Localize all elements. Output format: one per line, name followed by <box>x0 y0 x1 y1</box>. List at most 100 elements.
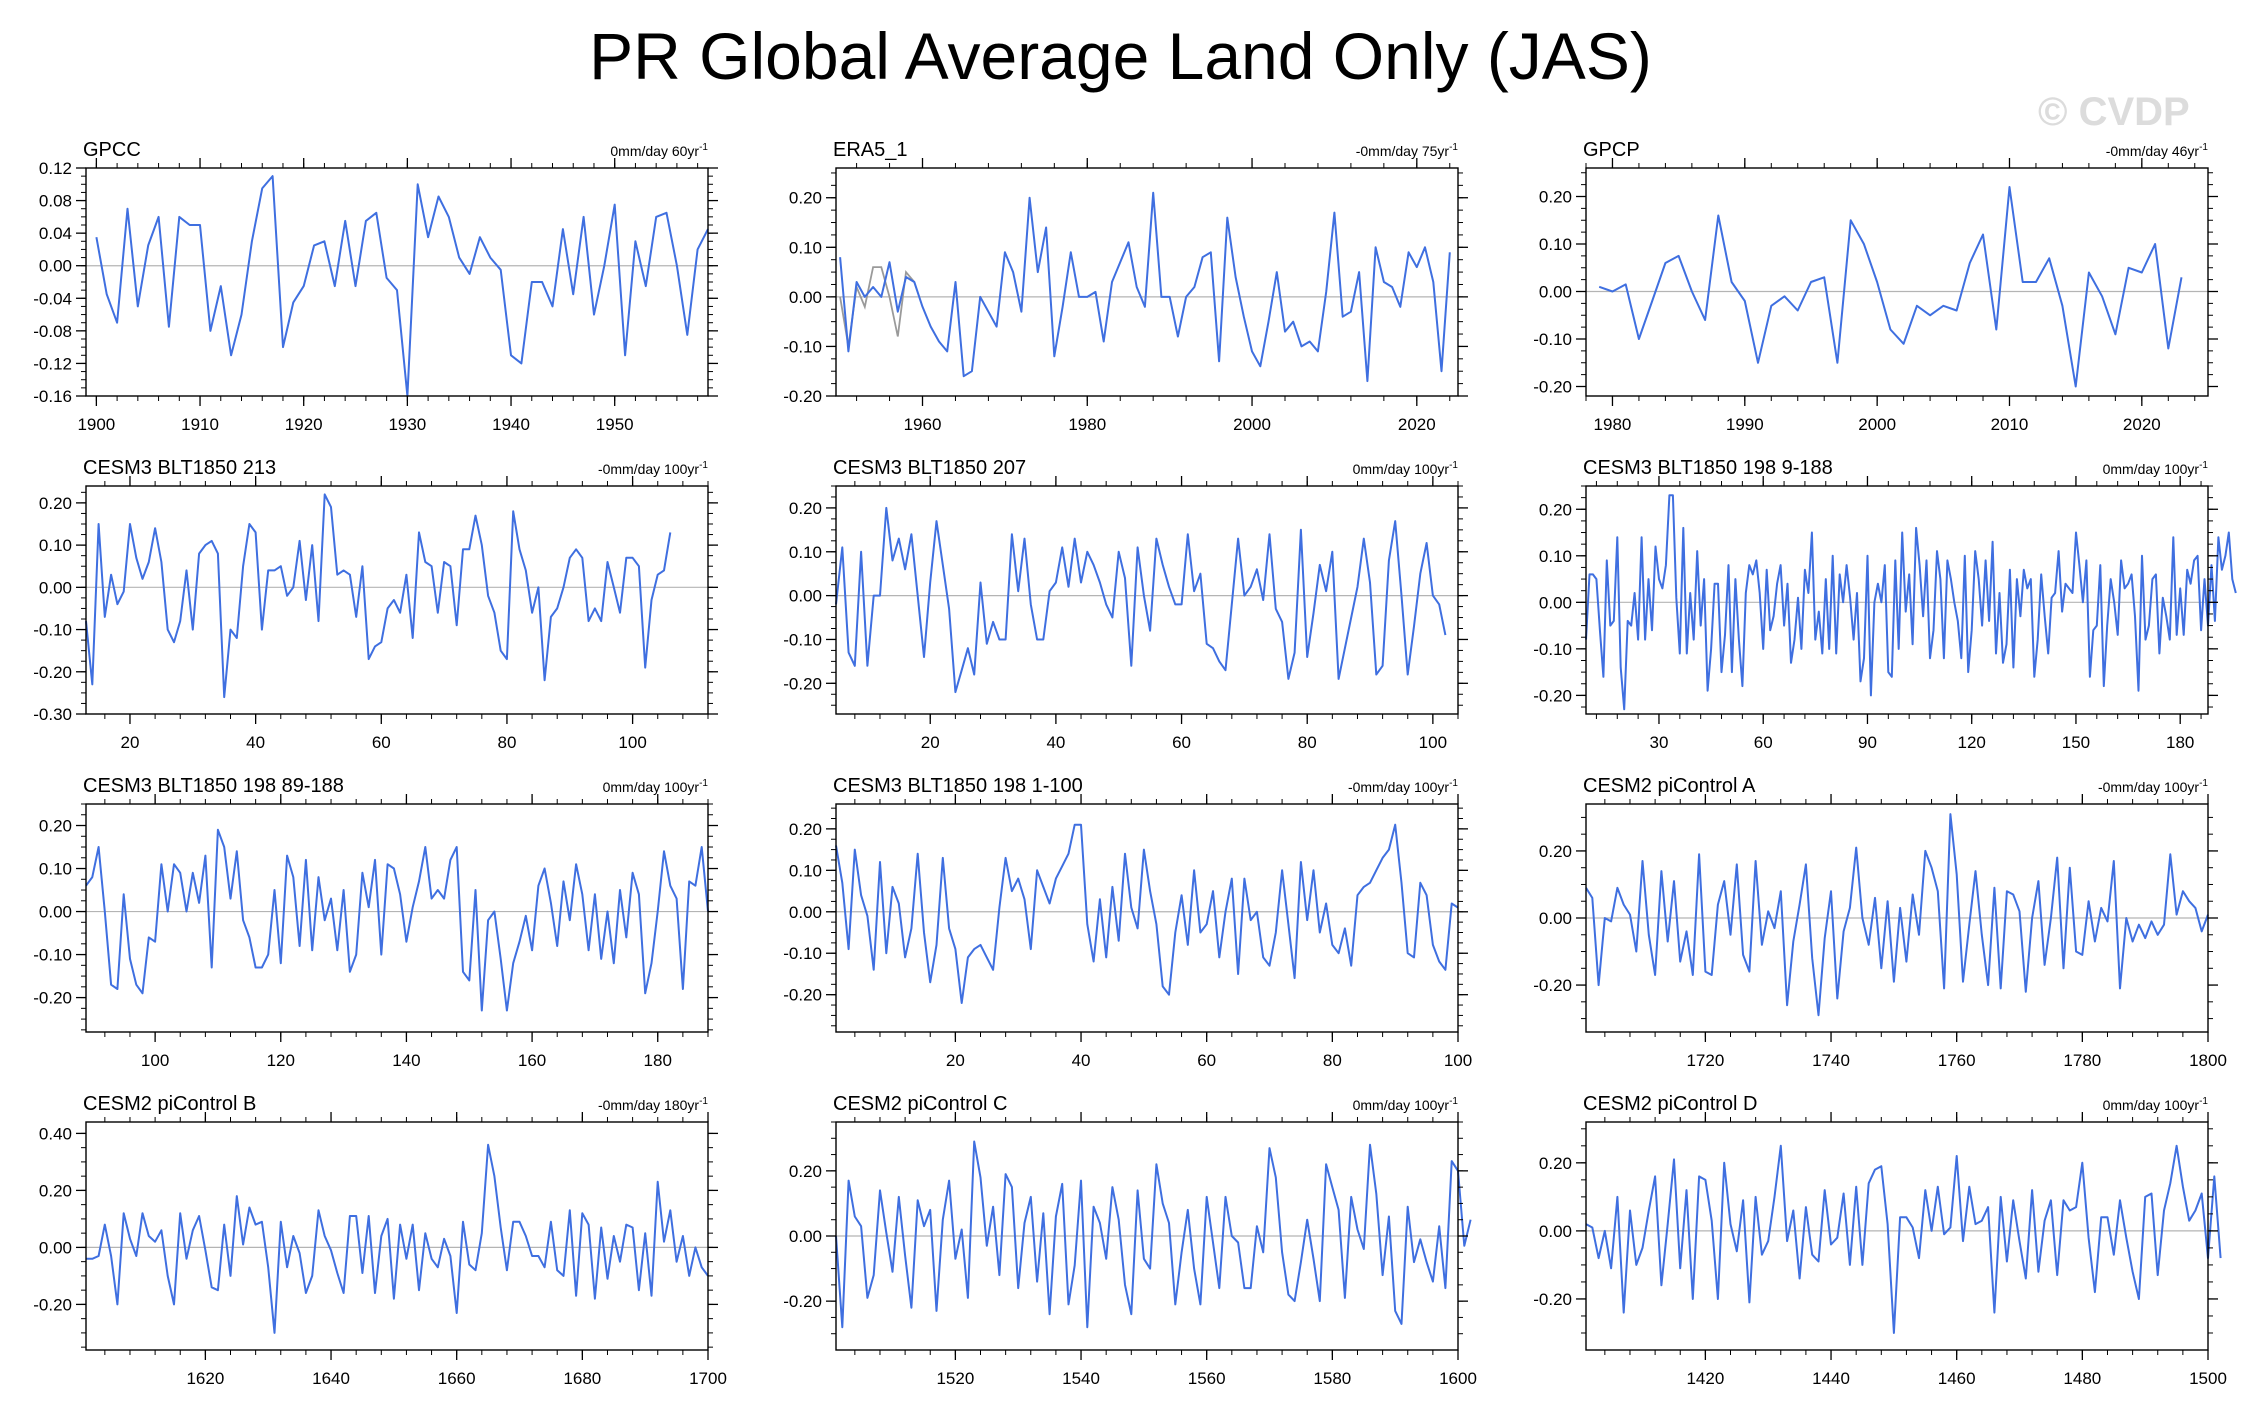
trend-superscript: -1 <box>699 778 708 789</box>
x-tick-label: 2000 <box>1858 415 1896 434</box>
series-line <box>835 823 1459 1004</box>
x-tick-label: 1930 <box>388 415 426 434</box>
trend-text: 0mm/day 100yr <box>2103 1097 2200 1113</box>
y-tick-label: 0.20 <box>1539 500 1572 519</box>
x-tick-label: 1760 <box>1938 1051 1976 1070</box>
y-tick-label: 0.20 <box>1539 842 1572 861</box>
y-tick-label: -0.30 <box>33 705 72 724</box>
panel-title: CESM3 BLT1850 207 <box>833 457 1026 479</box>
trend-label: 0mm/day 100yr-1 <box>603 778 709 795</box>
y-tick-label: -0.20 <box>1533 378 1572 397</box>
panel-7: CESM3 BLT1850 198 1-100 -0mm/day 100yr-1 0… <box>783 775 1472 1070</box>
panel-4: CESM3 BLT1850 207 0mm/day 100yr-1 0.20 0.10… <box>783 457 1468 752</box>
y-tick-label: -0.10 <box>33 621 72 640</box>
trend-text: 0mm/day 100yr <box>2103 461 2200 477</box>
x-tick-label: 1480 <box>2063 1369 2101 1388</box>
y-tick-label: 0.20 <box>1539 1154 1572 1173</box>
y-tick-label: 0.20 <box>789 189 822 208</box>
x-tick-label: 1990 <box>1726 415 1764 434</box>
y-tick-label: -0.10 <box>33 946 72 965</box>
plot-frame <box>835 803 1459 1033</box>
plot-frame <box>85 1121 709 1351</box>
trend-label: -0mm/day 75yr-1 <box>1356 142 1459 159</box>
trend-superscript: -1 <box>699 142 708 153</box>
x-tick-label: 1720 <box>1686 1051 1724 1070</box>
trend-superscript: -1 <box>699 1096 708 1107</box>
trend-label: -0mm/day 100yr-1 <box>598 460 708 477</box>
x-tick-label: 100 <box>618 733 646 752</box>
x-tick-label: 60 <box>372 733 391 752</box>
y-tick-label: 0.10 <box>39 860 72 879</box>
x-tick-label: 100 <box>1419 733 1447 752</box>
x-tick-label: 1460 <box>1938 1369 1976 1388</box>
y-tick-label: -0.12 <box>33 354 72 373</box>
trend-text: -0mm/day 100yr <box>598 461 699 477</box>
y-tick-label: 0.20 <box>789 820 822 839</box>
panel-title: CESM2 piControl B <box>83 1093 256 1115</box>
y-tick-label: -0.16 <box>33 387 72 406</box>
y-tick-label: 0.20 <box>1539 188 1572 207</box>
panel-title: ERA5_1 <box>833 139 908 161</box>
trend-superscript: -1 <box>2199 1096 2208 1107</box>
trend-text: 0mm/day 100yr <box>603 779 700 795</box>
trend-text: 0mm/day 60yr <box>610 143 699 159</box>
trend-label: 0mm/day 100yr-1 <box>1353 460 1459 477</box>
panel-title: GPCP <box>1583 139 1640 161</box>
x-tick-label: 1560 <box>1188 1369 1226 1388</box>
y-tick-label: 0.10 <box>1539 547 1572 566</box>
trend-superscript: -1 <box>1449 778 1458 789</box>
x-tick-label: 120 <box>1958 733 1986 752</box>
y-tick-label: -0.08 <box>33 322 72 341</box>
trend-superscript: -1 <box>1449 1096 1458 1107</box>
y-tick-label: -0.10 <box>783 630 822 649</box>
x-tick-label: 40 <box>246 733 265 752</box>
panel-9: CESM2 piControl B -0mm/day 180yr-1 0.40 0.2… <box>33 1093 727 1388</box>
y-tick-label: -0.20 <box>783 674 822 693</box>
x-tick-label: 30 <box>1650 733 1669 752</box>
plot-frame <box>85 485 709 715</box>
x-tick-label: 1740 <box>1812 1051 1850 1070</box>
x-tick-label: 1420 <box>1686 1369 1724 1388</box>
y-tick-label: -0.20 <box>33 663 72 682</box>
y-tick-label: 0.08 <box>39 192 72 211</box>
trend-text: -0mm/day 100yr <box>2098 779 2199 795</box>
x-tick-label: 2020 <box>2123 415 2161 434</box>
y-tick-label: 0.00 <box>39 1238 72 1257</box>
plot-frame <box>1585 167 2209 397</box>
plot-frame <box>835 485 1459 715</box>
panel-title: CESM3 BLT1850 198 9-188 <box>1583 457 1833 479</box>
y-tick-label: 0.20 <box>39 494 72 513</box>
trend-text: 0mm/day 100yr <box>1353 461 1450 477</box>
panel-2: GPCP -0mm/day 46yr-1 0.20 0.10 0.00 -0.10 -0.2… <box>1533 139 2218 434</box>
x-tick-label: 20 <box>946 1051 965 1070</box>
x-tick-label: 1540 <box>1062 1369 1100 1388</box>
panel-8: CESM2 piControl A -0mm/day 100yr-1 0.20 0.0… <box>1533 775 2227 1070</box>
x-tick-label: 1980 <box>1594 415 1632 434</box>
x-tick-label: 1900 <box>77 415 115 434</box>
panel-title: CESM2 piControl C <box>833 1093 1008 1115</box>
panel-3: CESM3 BLT1850 213 -0mm/day 100yr-1 0.20 0.1… <box>33 457 718 752</box>
series-line <box>1598 186 2183 388</box>
x-tick-label: 1910 <box>181 415 219 434</box>
plot-frame <box>85 803 709 1033</box>
x-tick-label: 1660 <box>438 1369 476 1388</box>
x-tick-label: 1680 <box>563 1369 601 1388</box>
series-line <box>835 506 1447 694</box>
y-tick-label: 0.20 <box>789 499 822 518</box>
y-tick-label: 0.20 <box>39 1181 72 1200</box>
trend-superscript: -1 <box>1449 460 1458 471</box>
x-tick-label: 1700 <box>689 1369 727 1388</box>
panel-0: GPCC 0mm/day 60yr-1 0.12 0.08 0.04 0.00 -0.04 -… <box>33 139 718 434</box>
y-tick-label: 0.00 <box>789 1227 822 1246</box>
y-tick-label: 0.00 <box>1539 909 1572 928</box>
x-tick-label: 150 <box>2062 733 2090 752</box>
trend-label: -0mm/day 180yr-1 <box>598 1096 708 1113</box>
trend-label: 0mm/day 100yr-1 <box>2103 460 2209 477</box>
y-tick-label: -0.04 <box>33 289 72 308</box>
trend-text: -0mm/day 75yr <box>1356 143 1450 159</box>
y-tick-label: 0.20 <box>39 817 72 836</box>
x-tick-label: 1980 <box>1068 415 1106 434</box>
y-tick-label: -0.20 <box>33 1295 72 1314</box>
trend-text: -0mm/day 100yr <box>1348 779 1449 795</box>
x-tick-label: 120 <box>267 1051 295 1070</box>
